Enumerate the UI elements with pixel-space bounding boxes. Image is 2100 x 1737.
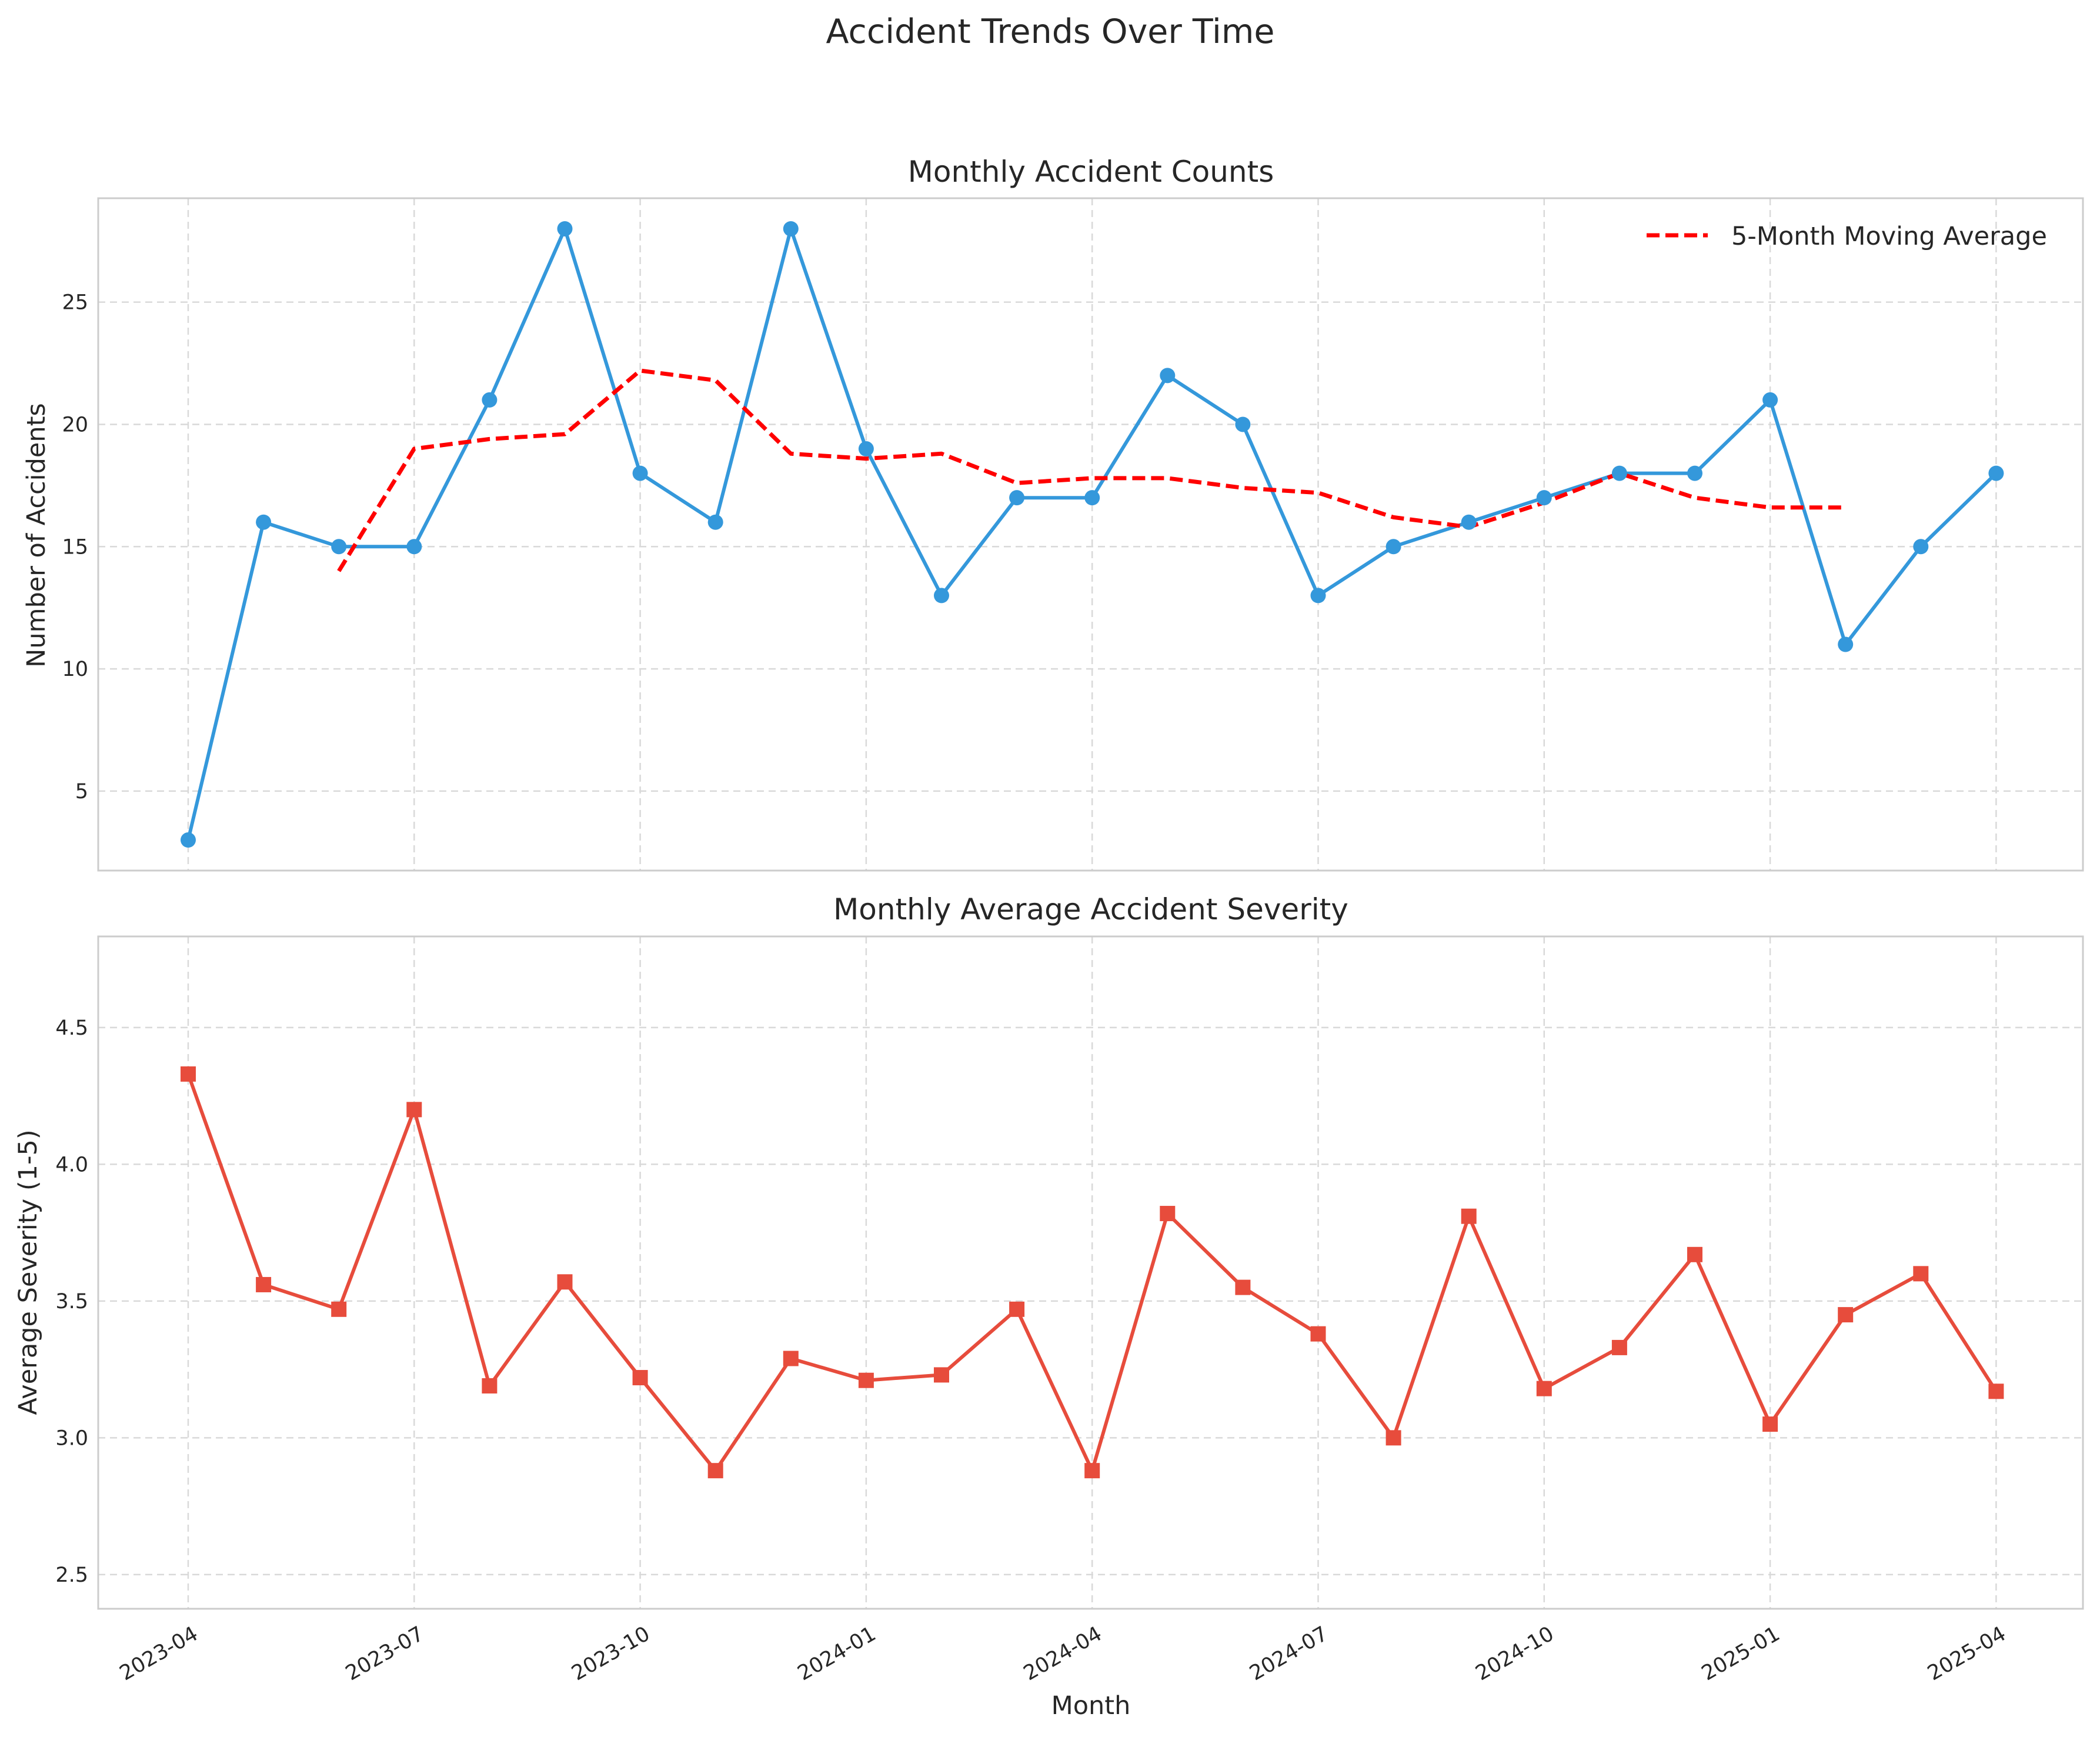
accident-severity-y-tick-label: 2.5 (55, 1563, 88, 1587)
accident-severity-point (1536, 1381, 1552, 1396)
accident-counts-point (1385, 539, 1401, 555)
accident-counts-point (783, 221, 799, 236)
accident-severity-point (783, 1351, 799, 1366)
accident-counts-frame (97, 197, 2084, 872)
accident-counts-point (1838, 636, 1854, 652)
accident-severity-y-tick-label: 3.0 (55, 1426, 88, 1450)
x-axis-label: Month (1051, 1691, 1131, 1721)
accident-severity-point (1762, 1416, 1778, 1432)
accident-counts-point (1988, 465, 2004, 481)
accident-counts-y-tick-label: 10 (62, 658, 88, 681)
accident-counts-point (1611, 465, 1627, 481)
accident-counts-y-tick-label: 20 (62, 413, 88, 436)
accident-counts-markers (181, 221, 2004, 848)
accident-severity-point (1913, 1266, 1929, 1282)
accident-counts-point (1310, 588, 1326, 604)
accident-severity-point (1687, 1246, 1702, 1262)
accident-severity-frame (97, 935, 2084, 1610)
accident-counts-point (934, 588, 949, 604)
accident-counts-title: Monthly Accident Counts (908, 155, 1274, 189)
accident-severity-point (1988, 1383, 2004, 1399)
accident-counts-point (557, 221, 573, 236)
accident-severity-panel: 2.5 3.0 3.5 4.0 4.5 Monthly Average Accident… (14, 892, 2084, 1610)
accident-severity-point (707, 1463, 723, 1479)
accident-severity-point (331, 1301, 347, 1317)
figure-title: Accident Trends Over Time (826, 12, 1275, 51)
accident-severity-point (1838, 1307, 1854, 1323)
accident-counts-point (256, 514, 272, 530)
accident-counts-point (1235, 416, 1251, 432)
accident-severity-point (1461, 1208, 1477, 1224)
accident-counts-point (1461, 514, 1477, 530)
accident-counts-point (1913, 539, 1929, 555)
accident-counts-point (181, 832, 196, 848)
legend: 5-Month Moving Average (1647, 222, 2047, 251)
accident-severity-y-axis-label: Average Severity (1-5) (14, 1129, 43, 1415)
accident-counts-point (1687, 465, 1702, 481)
accident-counts-point (1084, 490, 1100, 506)
accident-severity-point (406, 1102, 422, 1118)
accident-counts-y-axis-label: Number of Accidents (22, 403, 51, 668)
accident-severity-point (632, 1370, 648, 1386)
accident-counts-y-tick-label: 15 (62, 535, 88, 559)
accident-counts-point (331, 539, 347, 555)
accident-counts-point (632, 465, 648, 481)
accident-counts-y-tick-label: 5 (75, 780, 88, 804)
accident-severity-point (557, 1274, 573, 1290)
accident-severity-grid (98, 936, 2083, 1609)
accident-severity-point (1235, 1279, 1251, 1295)
accident-severity-point (1084, 1463, 1100, 1479)
accident-counts-point (1160, 368, 1176, 384)
accident-counts-point (482, 392, 498, 408)
accident-severity-y-ticks: 2.5 3.0 3.5 4.0 4.5 (55, 1016, 88, 1587)
accident-severity-markers (181, 1066, 2004, 1479)
accident-counts-point (1536, 490, 1552, 506)
accident-severity-point (482, 1378, 498, 1394)
accident-severity-point (1385, 1430, 1401, 1446)
accident-severity-point (256, 1276, 272, 1292)
accident-severity-point (1310, 1326, 1326, 1342)
accident-severity-point (934, 1367, 949, 1383)
accident-counts-panel: 5 10 15 20 25 Monthly Accident Counts Number… (22, 155, 2084, 872)
accident-counts-point (858, 441, 874, 457)
accident-counts-point (406, 539, 422, 555)
accident-counts-point (707, 514, 723, 530)
legend-moving-average-label: 5-Month Moving Average (1731, 222, 2047, 251)
accident-counts-y-tick-label: 25 (62, 291, 88, 315)
accident-severity-title: Monthly Average Accident Severity (833, 892, 1348, 926)
accident-counts-y-ticks: 5 10 15 20 25 (62, 291, 88, 804)
accident-severity-y-tick-label: 4.0 (55, 1153, 88, 1176)
accident-counts-moving-average-line (337, 368, 1846, 572)
accident-severity-point (1611, 1339, 1627, 1355)
accident-counts-grid (98, 198, 2083, 871)
accident-severity-y-tick-label: 3.5 (55, 1290, 88, 1313)
accident-counts-point (1009, 490, 1025, 506)
accident-severity-point (1160, 1206, 1176, 1222)
accident-severity-point (181, 1066, 196, 1082)
accident-severity-y-tick-label: 4.5 (55, 1016, 88, 1040)
accident-severity-point (858, 1372, 874, 1388)
accident-severity-point (1009, 1301, 1025, 1317)
accident-counts-point (1762, 392, 1778, 408)
